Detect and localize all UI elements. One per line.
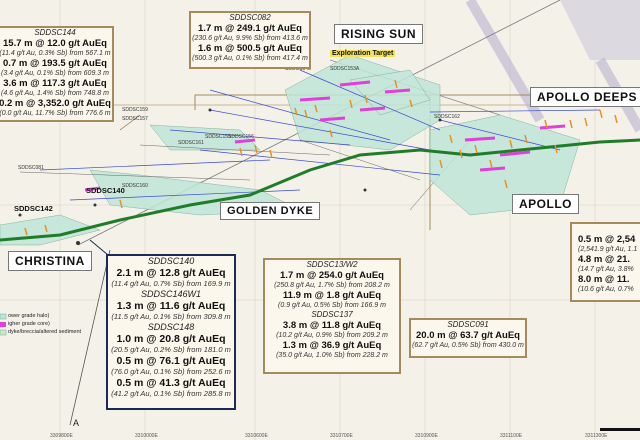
legend-dyke: dyke/breccia/altered sediment [8,329,82,335]
box-detail: (2,541.9 g/t Au, 1.1 [578,246,638,253]
box-result: 0.5 m @ 2,54 [578,234,636,245]
box-result: 1.7 m @ 249.1 g/t AuEq [198,23,302,34]
box-detail: (35.0 g/t Au, 1.0% Sb) from 228.2 m [276,352,388,359]
box-result: 1.7 m @ 254.0 g/t AuEq [280,270,384,281]
area-label-apollo-deeps: APOLLO DEEPS [530,87,640,107]
hole-label-sddsc160: SDDSC160 [122,183,148,189]
box-result: 3.6 m @ 117.3 g/t AuEq [3,78,107,89]
box-result: 0.7 m @ 193.5 g/t AuEq [3,58,107,69]
easting-tick: 3310600E [245,433,268,439]
hole-label-sddsc142: SDDSC142 [14,204,53,213]
scale-bar [600,428,640,431]
assay-box-sddsc144: SDDSC144 15.7 m @ 12.0 g/t AuEq (11.4 g/… [0,26,114,122]
easting-tick: 3310700E [330,433,353,439]
box-detail: (250.8 g/t Au, 1.7% Sb) from 208.2 m [274,282,390,289]
box-header: SDDSC13/W2 [306,260,358,269]
fault-band [465,0,545,123]
box-result: 4.8 m @ 21. [578,254,631,265]
box-header: SDDSC091 [447,320,489,329]
box-detail: (14.7 g/t Au, 3.8% [578,266,634,273]
box-detail: (230.6 g/t Au, 9.9% Sb) from 413.6 m [192,35,308,42]
legend-dyke-swatch [0,329,7,336]
box-detail: (0.0 g/t Au, 11.7% Sb) from 776.6 m [0,110,111,117]
box-header: SDDSC148 [147,322,195,332]
box-detail: (500.3 g/t Au, 0.1% Sb) from 417.4 m [192,55,308,62]
area-label-christina: CHRISTINA [8,251,92,271]
easting-tick: 3311100E [500,433,523,439]
assay-box-sddsc13w2: SDDSC13/W2 1.7 m @ 254.0 g/t AuEq (250.8… [263,258,401,374]
hole-label-sddsc153a: SDDSC153A [330,66,360,72]
easting-tick: 3311300E [585,433,608,439]
hole-label-sddsc081: SDDSC081 [18,165,44,171]
box-header: SDDSC146W1 [140,289,202,299]
box-detail: (11.5 g/t Au, 0.1% Sb) from 309.8 m [111,312,231,321]
easting-tick: 3310000E [135,433,158,439]
easting-tick: 3309800E [50,433,73,439]
box-header: SDDSC082 [229,13,271,22]
legend-core: igher grade core) [8,321,50,327]
box-result: 3.8 m @ 11.8 g/t AuEq [282,320,382,331]
green-trace [0,138,640,242]
box-detail: (0.9 g/t Au, 0.5% Sb) from 166.9 m [278,302,386,309]
assay-box-sddsc082: SDDSC082 1.7 m @ 249.1 g/t AuEq (230.6 g… [189,11,311,69]
box-result: 0.2 m @ 3,352.0 g/t AuEq [0,98,111,109]
high-grade-core [84,80,566,192]
hole-label-sddsc161: SDDSC161 [178,140,204,146]
hole-label-sddsc155: SDDSC155 [205,134,231,140]
hole-label-sddsc157: SDDSC157 [122,116,148,122]
box-result: 8.0 m @ 11. [578,274,630,285]
box-result: 1.3 m @ 36.9 g/t AuEq [282,340,382,351]
assay-ticks [24,79,618,236]
legend-core-swatch [0,322,6,327]
box-detail: (11.4 g/t Au, 0.3% Sb) from 567.1 m [0,50,111,57]
section-letter: A [73,418,80,428]
box-detail: (10.2 g/t Au, 0.9% Sb) from 209.2 m [276,332,388,339]
box-detail: (11.4 g/t Au, 0.7% Sb) from 169.9 m [111,279,231,288]
section-line [69,249,111,426]
box-detail: (76.0 g/t Au, 0.1% Sb) from 252.6 m [111,367,231,376]
box-detail: (41.2 g/t Au, 0.1% Sb) from 285.8 m [111,389,231,398]
box-detail: (10.6 g/t Au, 0.7% [578,286,634,293]
box-header: SDDSC140 [147,256,195,266]
shaded-band [560,0,640,60]
hole-label-sddsc156: SDDSC156 [228,134,254,140]
assay-box-sddsc091: SDDSC091 20.0 m @ 63.7 g/t AuEq (62.7 g/… [409,318,527,358]
legend-halo: ower grade halo) [8,313,50,319]
legend-halo-swatch [0,313,7,320]
area-label-golden-dyke: GOLDEN DYKE [220,202,321,220]
hole-label-sddsc140: SDDSC140 [86,186,125,195]
box-result: 0.5 m @ 41.3 g/t AuEq [116,377,226,389]
box-result: 1.6 m @ 500.5 g/t AuEq [198,43,302,54]
box-header: SDDSC137 [311,310,353,319]
hole-label-sddsc145: SDDSC145 [285,66,311,72]
box-result: 1.0 m @ 20.8 g/t AuEq [116,333,226,345]
box-detail: (20.5 g/t Au, 0.2% Sb) from 181.0 m [111,345,231,354]
box-result: 2.1 m @ 12.8 g/t AuEq [116,267,226,279]
box-result: 20.0 m @ 63.7 g/t AuEq [416,330,520,341]
box-detail: (4.6 g/t Au, 1.4% Sb) from 748.8 m [1,90,109,97]
hole-label-sddsc162: SDDSC162 [434,114,460,120]
assay-box-right: 0.5 m @ 2,54 (2,541.9 g/t Au, 1.1 4.8 m … [570,222,640,302]
box-detail: (3.4 g/t Au, 0.1% Sb) from 609.3 m [1,70,109,77]
box-header: SDDSC144 [34,28,76,37]
box-result: 0.5 m @ 76.1 g/t AuEq [116,355,226,367]
area-label-apollo: APOLLO [512,194,579,214]
easting-tick: 3310900E [415,433,438,439]
area-label-rising-sun: RISING SUN [334,24,424,44]
exploration-target-label: Exploration Target [330,50,396,57]
box-detail: (62.7 g/t Au, 0.5% Sb) from 430.0 m [412,342,524,349]
hole-label-sddsc159: SDDSC159 [122,107,148,113]
box-result: 11.9 m @ 1.8 g/t AuEq [282,290,382,301]
box-result: 15.7 m @ 12.0 g/t AuEq [3,38,107,49]
assay-box-sddsc140: SDDSC140 2.1 m @ 12.8 g/t AuEq (11.4 g/t… [106,254,236,410]
box-result: 1.3 m @ 11.6 g/t AuEq [116,300,226,312]
collar-markers [18,108,442,245]
